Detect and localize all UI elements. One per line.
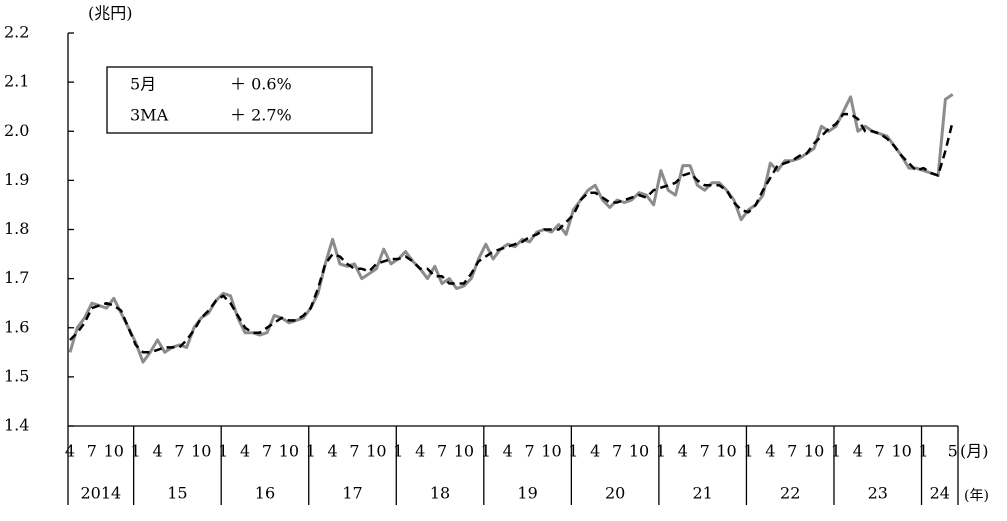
y-tick-label: 2.2 (4, 23, 29, 42)
y-tick-label: 1.7 (4, 268, 29, 287)
x-tick-label: 10 (191, 442, 211, 461)
ma-line (69, 112, 954, 354)
x-tick-label: 7 (87, 442, 97, 461)
year-label: 20 (605, 484, 625, 503)
year-label: 22 (780, 484, 800, 503)
x-tick-label: 4 (765, 442, 775, 461)
x-tick-label: 7 (437, 442, 447, 461)
year-label: 2014 (80, 484, 121, 503)
y-unit: (兆円) (88, 4, 133, 23)
x-tick-label: 1 (568, 442, 578, 461)
x-tick-label: 1 (218, 442, 228, 461)
x-tick-label: 4 (415, 442, 425, 461)
y-tick-label: 1.6 (4, 317, 29, 336)
y-tick-label: 2.0 (4, 121, 29, 140)
x-tick-label: 10 (279, 442, 299, 461)
year-label: 15 (167, 484, 187, 503)
x-tick-label: 7 (262, 442, 272, 461)
x-tick-label: 1 (306, 442, 316, 461)
x-tick-label: 1 (918, 442, 928, 461)
y-tick-label: 1.5 (4, 366, 29, 385)
y-tick-label: 1.8 (4, 219, 29, 238)
legend-value: ＋ 2.7% (230, 106, 292, 125)
y-tick-label: 1.9 (4, 170, 29, 189)
x-tick-label: 7 (700, 442, 710, 461)
x-tick-label: 4 (65, 442, 75, 461)
legend-label: 3MA (130, 106, 169, 125)
x-tick-label: 10 (804, 442, 824, 461)
year-label: 23 (868, 484, 888, 503)
x-tick-label: 4 (328, 442, 338, 461)
x-tick-label: 7 (174, 442, 184, 461)
year-label: 24 (930, 484, 950, 503)
x-tick-label: 7 (612, 442, 622, 461)
year-label: 17 (342, 484, 362, 503)
x-tick-label: 1 (481, 442, 491, 461)
x-tick-label: 4 (853, 442, 863, 461)
x-tick-label: 1 (656, 442, 666, 461)
x-tick-label: 7 (875, 442, 885, 461)
year-label: 16 (255, 484, 275, 503)
x-tick-label: 7 (524, 442, 534, 461)
x-tick-label: 10 (891, 442, 911, 461)
x-tick-label: 4 (240, 442, 250, 461)
x-tick-label: 10 (541, 442, 561, 461)
x-tick-label: 4 (678, 442, 688, 461)
year-label: 18 (430, 484, 450, 503)
x-tick-label: 10 (454, 442, 474, 461)
x-tick-label: 10 (629, 442, 649, 461)
x-tick-label: 10 (366, 442, 386, 461)
data-line (68, 93, 954, 364)
y-tick-label: 2.1 (4, 72, 29, 91)
year-unit: (年) (964, 488, 989, 504)
x-tick-label: 1 (393, 442, 403, 461)
x-tick-label: 7 (349, 442, 359, 461)
y-tick-label: 1.4 (4, 416, 29, 435)
x-tick-label: 10 (716, 442, 736, 461)
legend-label: 5月 (130, 75, 156, 94)
x-tick-label: 4 (503, 442, 513, 461)
x-tick-label: 1 (831, 442, 841, 461)
x-tick-label: 10 (104, 442, 124, 461)
year-label: 21 (692, 484, 712, 503)
x-tick-label: 1 (131, 442, 141, 461)
year-label: 19 (517, 484, 537, 503)
x-tick-label: 7 (787, 442, 797, 461)
x-tick-label: 4 (590, 442, 600, 461)
legend-box (106, 66, 373, 134)
legend-value: ＋ 0.6% (230, 75, 292, 94)
x-unit: (月) (960, 442, 989, 461)
x-tick-label: 4 (152, 442, 162, 461)
x-tick-label: 5 (948, 442, 958, 461)
x-tick-label: 1 (743, 442, 753, 461)
